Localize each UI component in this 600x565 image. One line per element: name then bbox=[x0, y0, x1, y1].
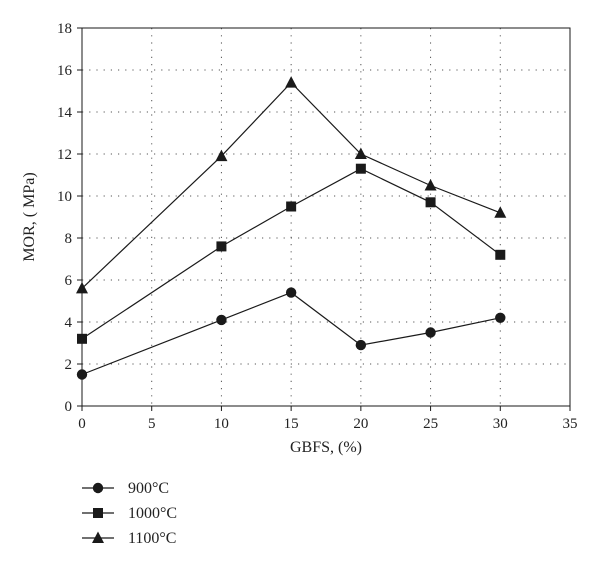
legend-label: 900°C bbox=[128, 480, 169, 497]
series-layer bbox=[76, 76, 507, 380]
data-point bbox=[76, 369, 88, 380]
x-axis-ticks: 0 5 10 15 20 25 30 35 bbox=[78, 406, 578, 432]
x-tick-label: 20 bbox=[353, 416, 368, 432]
series-circle bbox=[76, 287, 506, 380]
legend-item: 1000°C bbox=[82, 505, 177, 522]
data-point bbox=[215, 149, 228, 162]
x-axis-title: GBFS, (%) bbox=[290, 439, 362, 456]
data-point bbox=[495, 312, 506, 323]
data-point bbox=[355, 339, 367, 351]
data-point bbox=[216, 314, 227, 326]
y-tick-label: 8 bbox=[65, 231, 73, 247]
series-square bbox=[77, 163, 506, 344]
legend-marker bbox=[92, 482, 104, 494]
legend-marker bbox=[92, 531, 104, 543]
legend-marker bbox=[93, 508, 103, 518]
legend: 900°C 1000°C 1100°C bbox=[82, 480, 177, 547]
x-tick-label: 25 bbox=[423, 416, 438, 432]
data-point bbox=[285, 76, 298, 88]
x-tick-label: 30 bbox=[493, 416, 508, 432]
y-tick-label: 14 bbox=[57, 105, 73, 121]
x-tick-label: 35 bbox=[563, 416, 578, 432]
series-line bbox=[81, 168, 501, 340]
data-point bbox=[286, 201, 297, 212]
x-tick-label: 15 bbox=[284, 416, 299, 432]
y-tick-label: 6 bbox=[65, 273, 73, 289]
plot-area-frame bbox=[81, 27, 571, 407]
y-axis-ticks: 0 2 4 6 8 10 12 14 16 18 bbox=[57, 21, 82, 415]
data-point bbox=[425, 197, 436, 208]
data-point bbox=[355, 163, 366, 174]
y-tick-label: 18 bbox=[57, 21, 72, 37]
legend-item: 900°C bbox=[82, 480, 169, 497]
series-line bbox=[81, 291, 501, 376]
y-tick-label: 12 bbox=[57, 147, 72, 163]
y-tick-label: 16 bbox=[57, 63, 73, 79]
series-line bbox=[81, 81, 501, 289]
y-tick-label: 2 bbox=[65, 357, 73, 373]
x-tick-label: 0 bbox=[78, 416, 86, 432]
x-tick-label: 5 bbox=[148, 416, 156, 432]
data-point bbox=[424, 179, 437, 191]
series-triangle bbox=[76, 76, 507, 294]
y-tick-label: 4 bbox=[65, 315, 73, 331]
data-point bbox=[216, 241, 227, 252]
data-point bbox=[76, 281, 88, 294]
data-point bbox=[425, 327, 436, 338]
y-axis-title: MOR, ( MPa) bbox=[21, 172, 38, 261]
data-point bbox=[494, 206, 507, 218]
data-point bbox=[354, 147, 367, 159]
x-tick-label: 10 bbox=[214, 416, 229, 432]
legend-label: 1000°C bbox=[128, 505, 177, 522]
legend-item: 1100°C bbox=[82, 530, 176, 547]
legend-label: 1100°C bbox=[128, 530, 176, 547]
data-point bbox=[285, 287, 297, 298]
data-point bbox=[77, 333, 87, 344]
y-tick-label: 0 bbox=[65, 399, 73, 415]
data-point bbox=[495, 249, 506, 260]
y-tick-label: 10 bbox=[57, 189, 72, 205]
